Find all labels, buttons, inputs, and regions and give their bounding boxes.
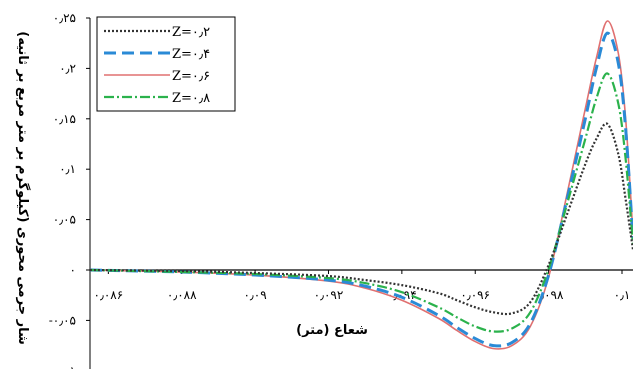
y-tick-label: ۰٫۰۵	[53, 213, 76, 227]
x-tick-label: ۰٫۰۸۶	[94, 288, 124, 302]
y-axis-title: شار جرمی محوری (کیلوگرم بر متر مربع بر ث…	[15, 31, 31, 344]
y-tick-label: ۰٫۱	[59, 162, 76, 176]
x-tick-label: ۰٫۰۹۴	[387, 288, 417, 302]
legend: Z=۰٫۲ Z=۰٫۴ Z=۰٫۶ Z=۰٫۸	[96, 16, 236, 112]
y-tick-label: -۰٫۱	[55, 364, 76, 369]
y-tick-label: ۰٫۱۵	[53, 112, 76, 126]
series-line-1	[90, 31, 633, 348]
legend-box	[96, 16, 236, 112]
y-tick-label: ۰٫۲۵	[53, 11, 76, 25]
x-tick-label: ۰٫۰۹۲	[314, 288, 344, 302]
y-tick-label: ۰٫۲	[59, 61, 76, 75]
y-tick-label: ۰	[70, 263, 76, 277]
x-tick-label: ۰٫۰۹۶	[460, 288, 490, 302]
x-tick-label: ۰٫۰۸۸	[167, 288, 197, 302]
y-tick-label: -۰٫۰۵	[49, 313, 76, 327]
legend-label: Z=۰٫۲	[172, 25, 210, 40]
x-tick-label: ۰٫۰۹	[243, 288, 266, 302]
series-line-3	[90, 72, 633, 333]
legend-label: Z=۰٫۴	[172, 47, 210, 62]
x-tick-label: ۰٫۱	[614, 288, 631, 302]
legend-label: Z=۰٫۶	[172, 69, 210, 84]
legend-label: Z=۰٫۸	[172, 91, 210, 106]
x-axis-title: شعاع (متر)	[296, 323, 368, 338]
series-line-0	[90, 122, 633, 316]
